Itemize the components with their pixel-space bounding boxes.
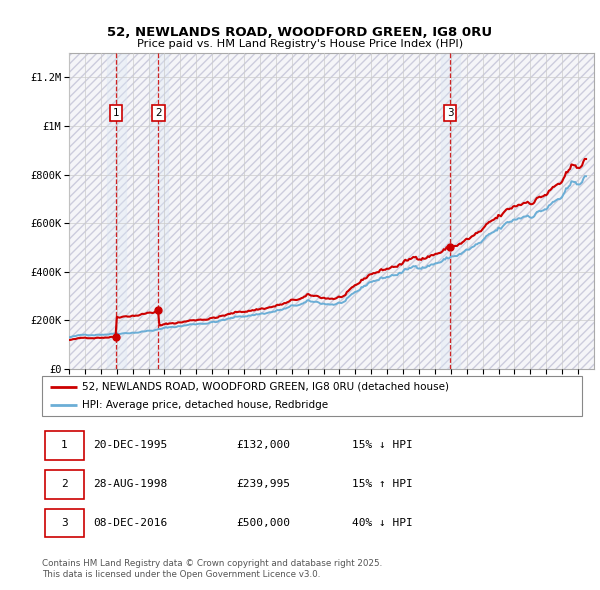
- Text: 1: 1: [113, 108, 119, 118]
- Text: £239,995: £239,995: [236, 480, 290, 489]
- Text: £132,000: £132,000: [236, 441, 290, 450]
- Bar: [440, 53, 460, 369]
- FancyBboxPatch shape: [42, 376, 582, 416]
- Text: 52, NEWLANDS ROAD, WOODFORD GREEN, IG8 0RU: 52, NEWLANDS ROAD, WOODFORD GREEN, IG8 0…: [107, 26, 493, 39]
- Text: 20-DEC-1995: 20-DEC-1995: [94, 441, 167, 450]
- Bar: [149, 53, 168, 369]
- Text: 52, NEWLANDS ROAD, WOODFORD GREEN, IG8 0RU (detached house): 52, NEWLANDS ROAD, WOODFORD GREEN, IG8 0…: [83, 382, 449, 392]
- FancyBboxPatch shape: [45, 470, 83, 499]
- Text: 08-DEC-2016: 08-DEC-2016: [94, 519, 167, 528]
- Text: Price paid vs. HM Land Registry's House Price Index (HPI): Price paid vs. HM Land Registry's House …: [137, 40, 463, 49]
- Text: 2: 2: [155, 108, 162, 118]
- Text: Contains HM Land Registry data © Crown copyright and database right 2025.
This d: Contains HM Land Registry data © Crown c…: [42, 559, 382, 579]
- Text: 15% ↑ HPI: 15% ↑ HPI: [353, 480, 413, 489]
- Text: 3: 3: [447, 108, 454, 118]
- Text: £500,000: £500,000: [236, 519, 290, 528]
- Text: 3: 3: [61, 519, 68, 528]
- Text: 2: 2: [61, 480, 68, 489]
- FancyBboxPatch shape: [45, 509, 83, 537]
- FancyBboxPatch shape: [45, 431, 83, 460]
- Text: 40% ↓ HPI: 40% ↓ HPI: [353, 519, 413, 528]
- Text: 28-AUG-1998: 28-AUG-1998: [94, 480, 167, 489]
- Bar: [107, 53, 125, 369]
- Text: 15% ↓ HPI: 15% ↓ HPI: [353, 441, 413, 450]
- Text: HPI: Average price, detached house, Redbridge: HPI: Average price, detached house, Redb…: [83, 400, 329, 410]
- Text: 1: 1: [61, 441, 68, 450]
